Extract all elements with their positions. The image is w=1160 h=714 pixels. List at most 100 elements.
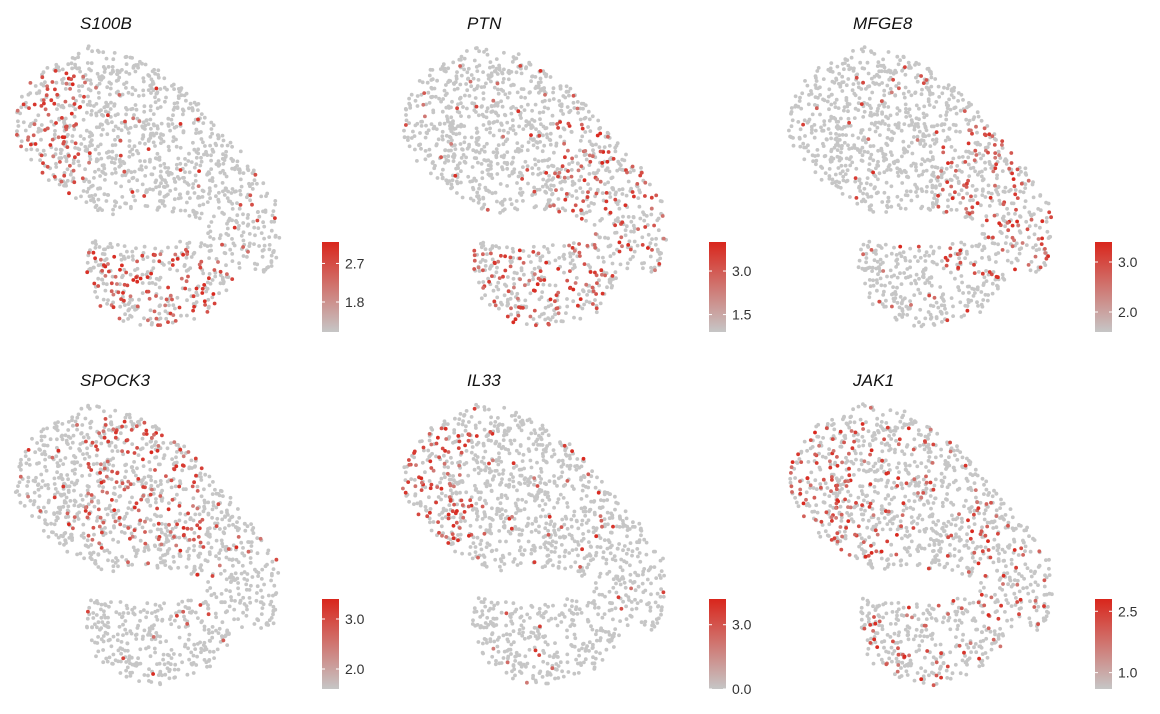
cell-point	[913, 278, 917, 283]
cell-point	[896, 62, 901, 67]
cell-point	[146, 73, 151, 77]
cell-point	[980, 193, 985, 198]
cell-point	[901, 54, 906, 59]
cell-point	[455, 191, 459, 195]
cell-point	[587, 283, 591, 288]
cell-point	[157, 604, 162, 608]
cell-point	[642, 218, 647, 223]
cell-point	[571, 100, 576, 105]
cell-point	[888, 70, 893, 75]
cell-point	[881, 151, 885, 156]
cell-point	[117, 316, 122, 321]
cell-point	[514, 199, 519, 203]
cell-point	[816, 95, 820, 100]
cell-point	[137, 167, 142, 172]
cell-point	[920, 157, 925, 162]
cell-point	[505, 150, 510, 155]
cell-point	[138, 323, 143, 327]
cell-point	[544, 206, 548, 210]
cell-point	[821, 77, 826, 81]
cell-point	[868, 182, 873, 187]
cell-point	[200, 291, 205, 295]
cell-point	[167, 669, 172, 674]
cell-point	[220, 143, 224, 148]
cell-point	[437, 96, 441, 101]
cell-point	[262, 236, 266, 241]
cell-point	[76, 159, 81, 164]
cell-point	[874, 252, 878, 256]
cell-point	[922, 122, 927, 126]
cell-point	[865, 176, 870, 181]
cell-point	[827, 87, 832, 92]
cell-point	[183, 157, 187, 161]
cell-point	[975, 285, 980, 290]
cell-point	[49, 119, 54, 124]
cell-point	[87, 605, 92, 610]
cell-point	[494, 66, 499, 71]
cell-point	[505, 120, 510, 125]
cell-point	[600, 272, 604, 277]
cell-point	[104, 100, 108, 105]
cell-point	[914, 165, 918, 169]
cell-point	[125, 249, 129, 254]
cell-point	[896, 81, 901, 86]
cell-point	[883, 69, 887, 74]
cell-point	[103, 630, 108, 635]
cell-point	[981, 153, 986, 158]
cell-point	[253, 172, 258, 177]
cell-point	[518, 170, 522, 175]
cell-point	[154, 500, 158, 505]
cell-point	[976, 270, 981, 274]
cell-point	[173, 179, 177, 184]
cell-point	[237, 261, 242, 266]
cell-point	[158, 547, 163, 552]
cell-point	[138, 276, 143, 281]
cell-point	[213, 611, 218, 616]
cell-point	[114, 498, 119, 503]
cell-point	[472, 267, 477, 271]
cell-point	[255, 591, 259, 595]
cell-point	[481, 123, 486, 127]
cell-point	[516, 109, 521, 114]
cell-point	[228, 140, 233, 145]
cell-point	[231, 543, 236, 548]
cell-point	[521, 261, 526, 265]
cell-point	[537, 130, 541, 134]
cell-point	[180, 660, 185, 665]
cell-point	[931, 304, 936, 308]
cell-point	[1004, 235, 1009, 239]
cell-point	[429, 122, 434, 126]
cell-point	[629, 219, 634, 224]
cell-point	[495, 295, 500, 300]
cell-point	[950, 87, 954, 91]
cell-point	[833, 137, 838, 142]
cell-point	[578, 138, 583, 143]
cell-point	[210, 131, 215, 136]
cell-point	[584, 299, 589, 304]
cell-point	[134, 473, 138, 478]
cell-point	[192, 304, 197, 309]
cell-point	[60, 116, 64, 120]
cell-point	[158, 174, 163, 179]
cell-point	[966, 122, 971, 126]
cell-point	[100, 620, 105, 624]
cell-point	[228, 500, 233, 505]
cell-point	[418, 131, 422, 135]
cell-point	[402, 135, 407, 140]
cell-point	[527, 120, 532, 125]
cell-point	[166, 144, 171, 149]
cell-point	[466, 66, 471, 71]
cell-point	[205, 588, 210, 593]
cell-point	[951, 314, 955, 318]
cell-point	[489, 79, 493, 84]
cell-point	[935, 262, 939, 267]
cell-point	[875, 288, 879, 293]
cell-point	[983, 195, 988, 199]
cell-point	[872, 52, 877, 56]
cell-point	[426, 128, 431, 133]
cell-point	[825, 137, 829, 142]
cell-point	[169, 485, 174, 490]
cell-point	[813, 103, 817, 107]
cell-point	[61, 462, 66, 466]
cell-point	[981, 177, 986, 182]
